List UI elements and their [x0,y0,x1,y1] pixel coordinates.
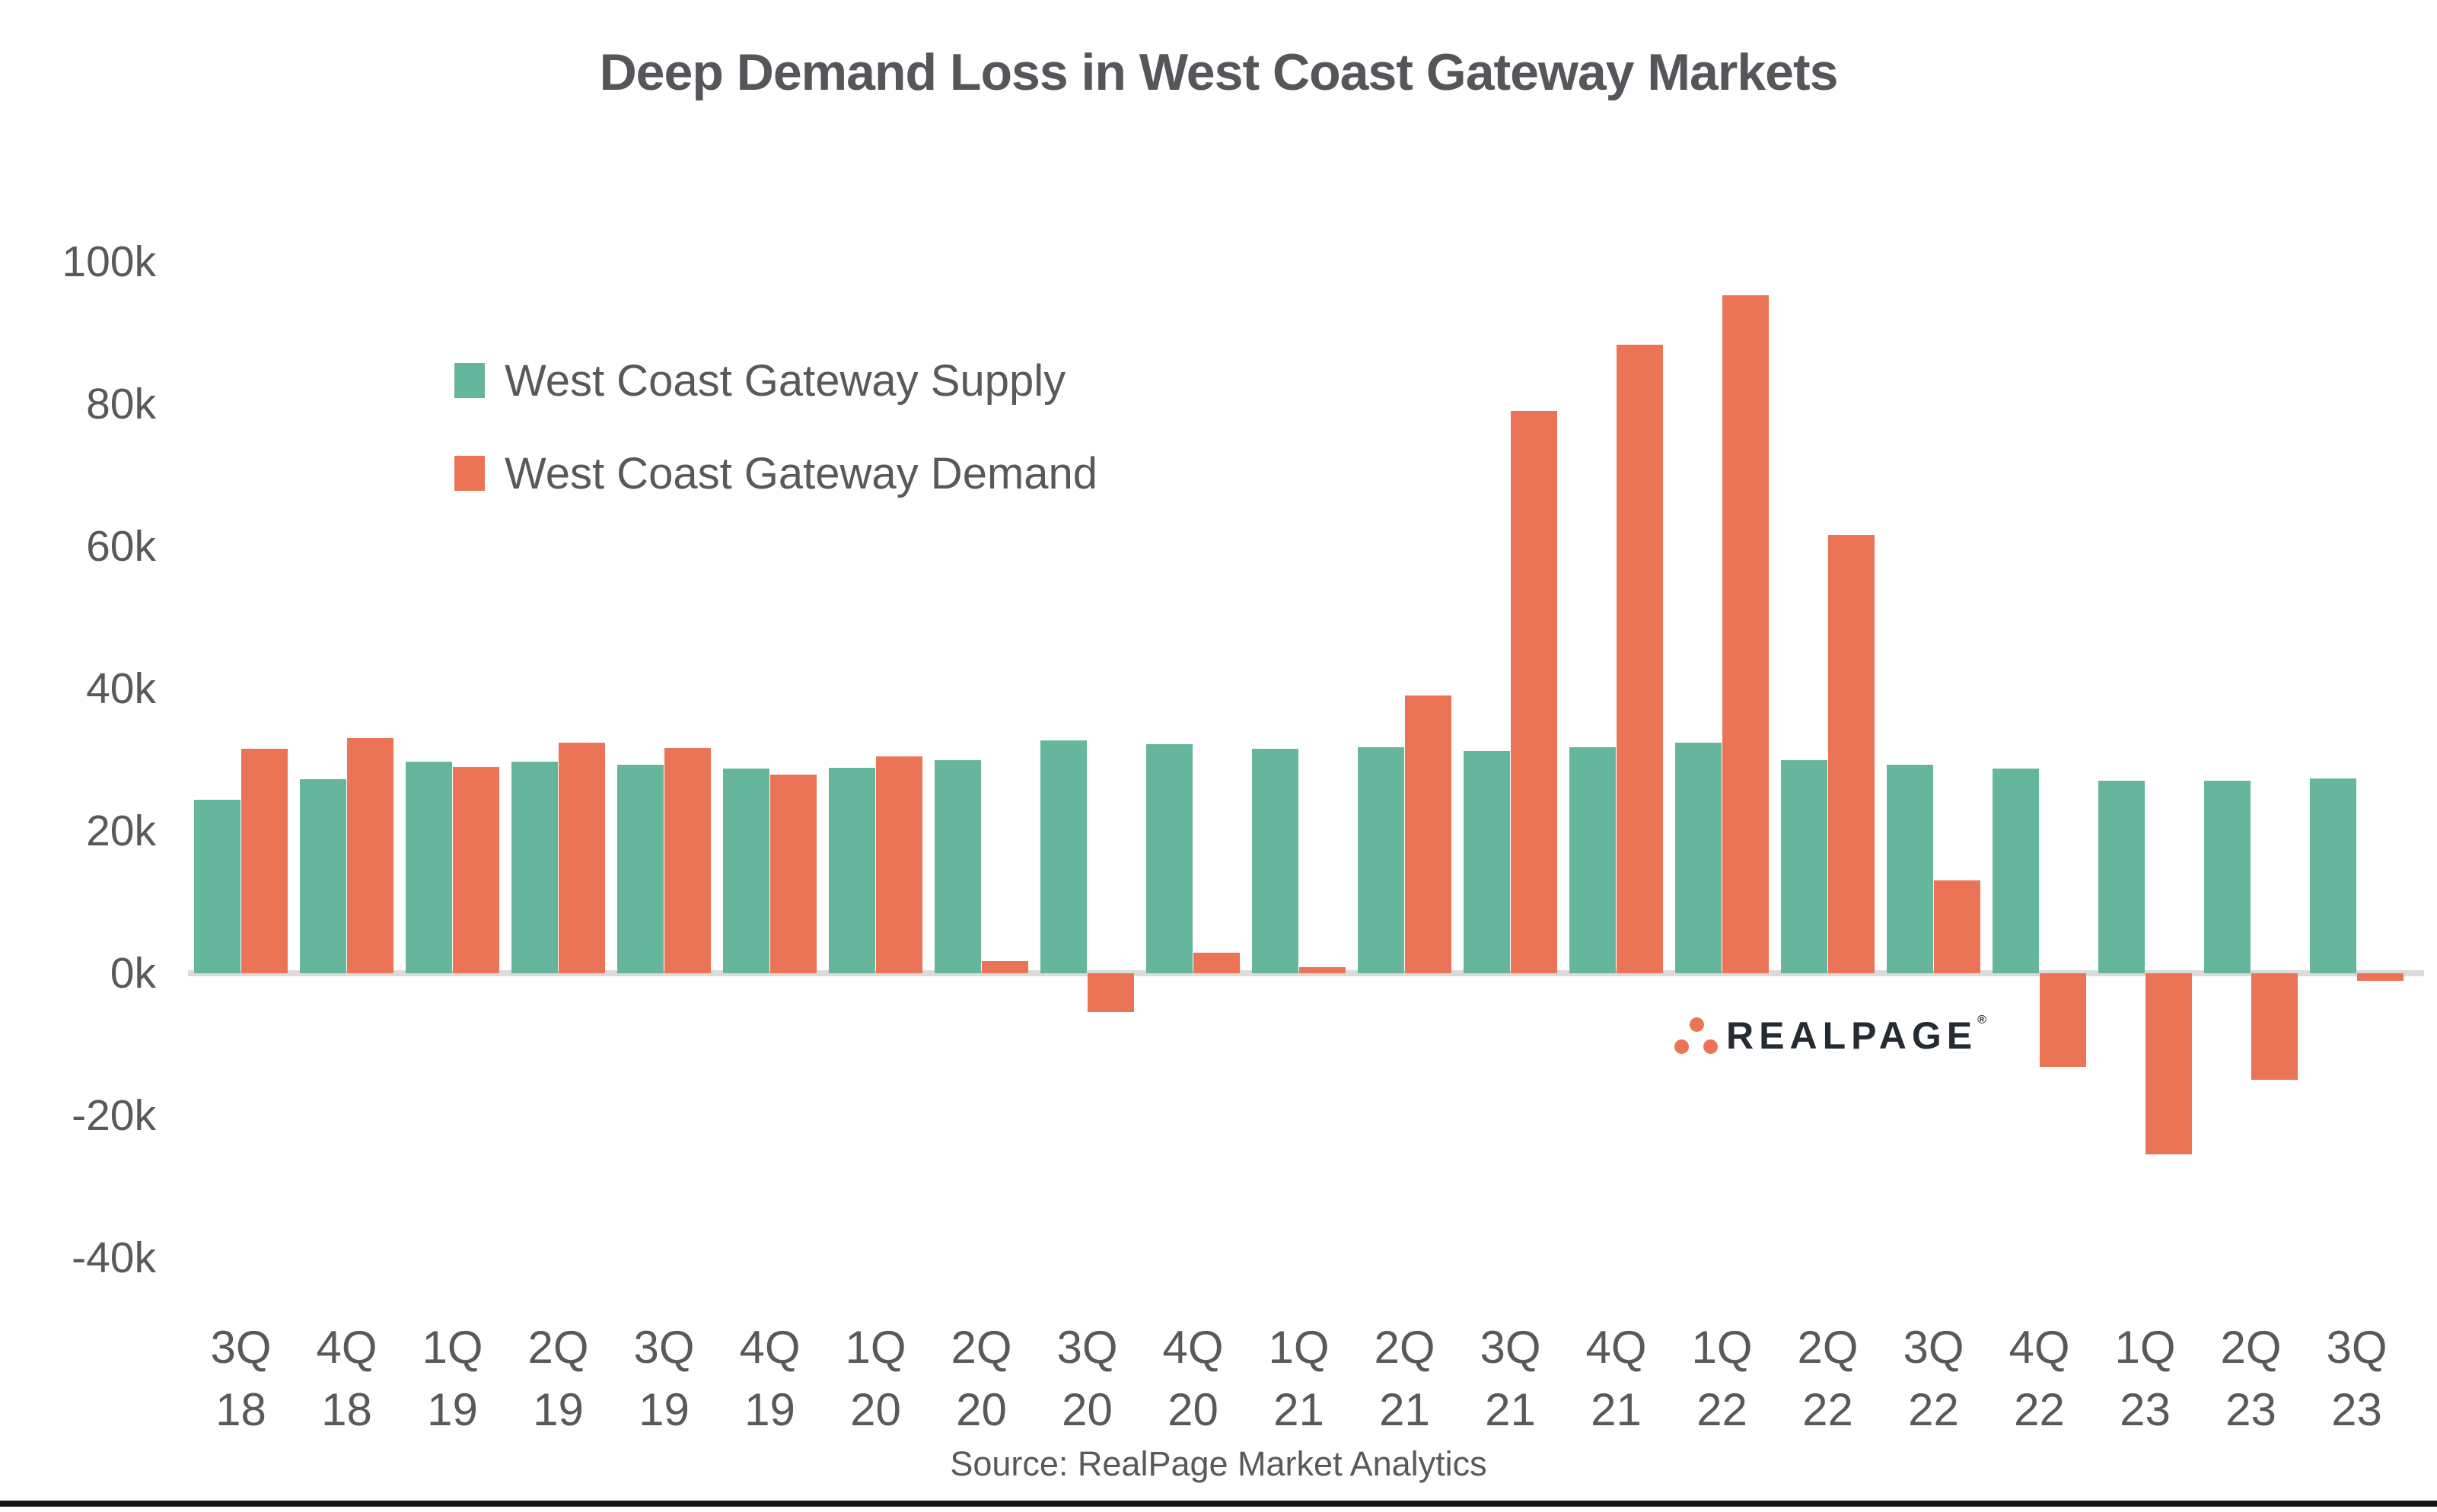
x-tick-label-3Q23: 3Q 23 [2326,1322,2388,1435]
y-tick-label: 100k [62,237,156,286]
bar-supply-2Q20 [935,759,981,973]
bar-demand-4Q18 [347,737,393,973]
logo-dot-icon [1690,1017,1704,1032]
bar-supply-1Q20 [829,767,875,973]
x-tick-label-3Q20: 3Q 20 [1056,1322,1118,1435]
bar-supply-2Q21 [1358,746,1404,973]
y-tick-label: -20k [72,1091,156,1140]
bottom-border [0,1501,2437,1507]
realpage-logo: REALPAGE® [1671,1012,1991,1065]
y-tick-label: 40k [86,664,156,713]
x-tick-label-3Q22: 3Q 22 [1903,1322,1964,1435]
logo-wordmark: REALPAGE® [1726,1014,1986,1057]
bar-demand-4Q21 [1617,345,1663,973]
x-tick-label-4Q21: 4Q 21 [1585,1322,1647,1435]
x-tick-label-1Q20: 1Q 20 [845,1322,906,1435]
bar-supply-4Q19 [723,768,769,973]
bar-demand-3Q22 [1934,880,1980,973]
bar-demand-2Q20 [982,961,1028,973]
legend: West Coast Gateway Supply West Coast Gat… [454,355,1098,543]
bar-demand-1Q23 [2146,973,2192,1155]
bar-demand-4Q20 [1193,952,1240,973]
bar-demand-4Q19 [770,775,817,973]
bar-demand-2Q22 [1828,535,1875,973]
x-tick-label-2Q23: 2Q 23 [2220,1322,2282,1435]
x-tick-label-4Q18: 4Q 18 [316,1322,377,1435]
registered-mark: ® [1977,1014,1986,1027]
chart-title: Deep Demand Loss in West Coast Gateway M… [599,43,1839,101]
y-tick-label: 20k [86,807,156,855]
bar-supply-1Q23 [2098,780,2145,973]
x-tick-label-4Q20: 4Q 20 [1162,1322,1224,1435]
x-tick-label-3Q18: 3Q 18 [210,1322,272,1435]
y-tick-label: 60k [86,522,156,571]
x-tick-label-1Q21: 1Q 21 [1268,1322,1330,1435]
bar-supply-4Q21 [1569,746,1616,973]
bar-supply-3Q20 [1040,740,1087,973]
bar-supply-3Q23 [2310,778,2356,973]
bar-supply-1Q21 [1252,749,1298,973]
demand-swatch-icon [454,456,485,491]
zero-axis-line [188,970,2424,976]
bar-demand-3Q20 [1088,973,1134,1013]
x-tick-label-4Q22: 4Q 22 [2009,1322,2070,1435]
supply-swatch-icon [454,363,485,398]
bar-supply-2Q19 [511,762,558,973]
bar-supply-2Q23 [2204,780,2251,973]
logo-dot-icon [1703,1039,1718,1054]
bar-supply-3Q19 [617,765,664,973]
y-tick-label: -40k [72,1233,156,1282]
logo-dot-icon [1674,1039,1689,1054]
bar-demand-4Q22 [2040,973,2086,1068]
x-tick-label-2Q21: 2Q 21 [1374,1322,1435,1435]
legend-item-supply: West Coast Gateway Supply [454,355,1097,406]
bar-demand-1Q22 [1722,294,1769,973]
y-tick-label: 80k [86,380,156,428]
bar-demand-3Q23 [2357,973,2404,982]
bar-supply-3Q21 [1464,751,1510,973]
bar-demand-3Q19 [664,747,711,973]
x-tick-label-2Q22: 2Q 22 [1797,1322,1859,1435]
bar-demand-2Q19 [559,743,605,973]
source-note: Source: RealPage Market Analytics [950,1444,1487,1483]
legend-label-supply: West Coast Gateway Supply [505,355,1066,406]
bar-supply-4Q20 [1146,743,1193,973]
bar-supply-4Q18 [300,778,346,973]
x-tick-label-2Q19: 2Q 19 [527,1322,589,1435]
y-tick-label: 0k [110,949,156,998]
x-tick-label-1Q19: 1Q 19 [422,1322,483,1435]
bar-demand-2Q23 [2251,973,2298,1081]
bar-supply-2Q22 [1781,760,1827,973]
x-tick-label-3Q19: 3Q 19 [633,1322,695,1435]
legend-item-demand: West Coast Gateway Demand [454,448,1098,498]
bar-supply-3Q22 [1887,765,1933,973]
bar-demand-1Q21 [1299,966,1346,973]
x-tick-label-1Q23: 1Q 23 [2114,1322,2176,1435]
bar-demand-1Q19 [453,766,499,973]
bar-supply-1Q22 [1675,743,1722,973]
bar-demand-3Q18 [241,748,288,973]
legend-label-demand: West Coast Gateway Demand [505,448,1098,498]
bar-supply-1Q19 [406,762,452,973]
x-tick-label-3Q21: 3Q 21 [1480,1322,1541,1435]
x-tick-label-4Q19: 4Q 19 [739,1322,801,1435]
bar-demand-2Q21 [1405,696,1451,973]
bar-demand-1Q20 [876,756,922,973]
x-tick-label-1Q22: 1Q 22 [1691,1322,1753,1435]
bar-demand-3Q21 [1511,411,1557,973]
bar-supply-4Q22 [1993,768,2039,973]
bar-supply-3Q18 [194,799,241,973]
x-tick-label-2Q20: 2Q 20 [951,1322,1012,1435]
